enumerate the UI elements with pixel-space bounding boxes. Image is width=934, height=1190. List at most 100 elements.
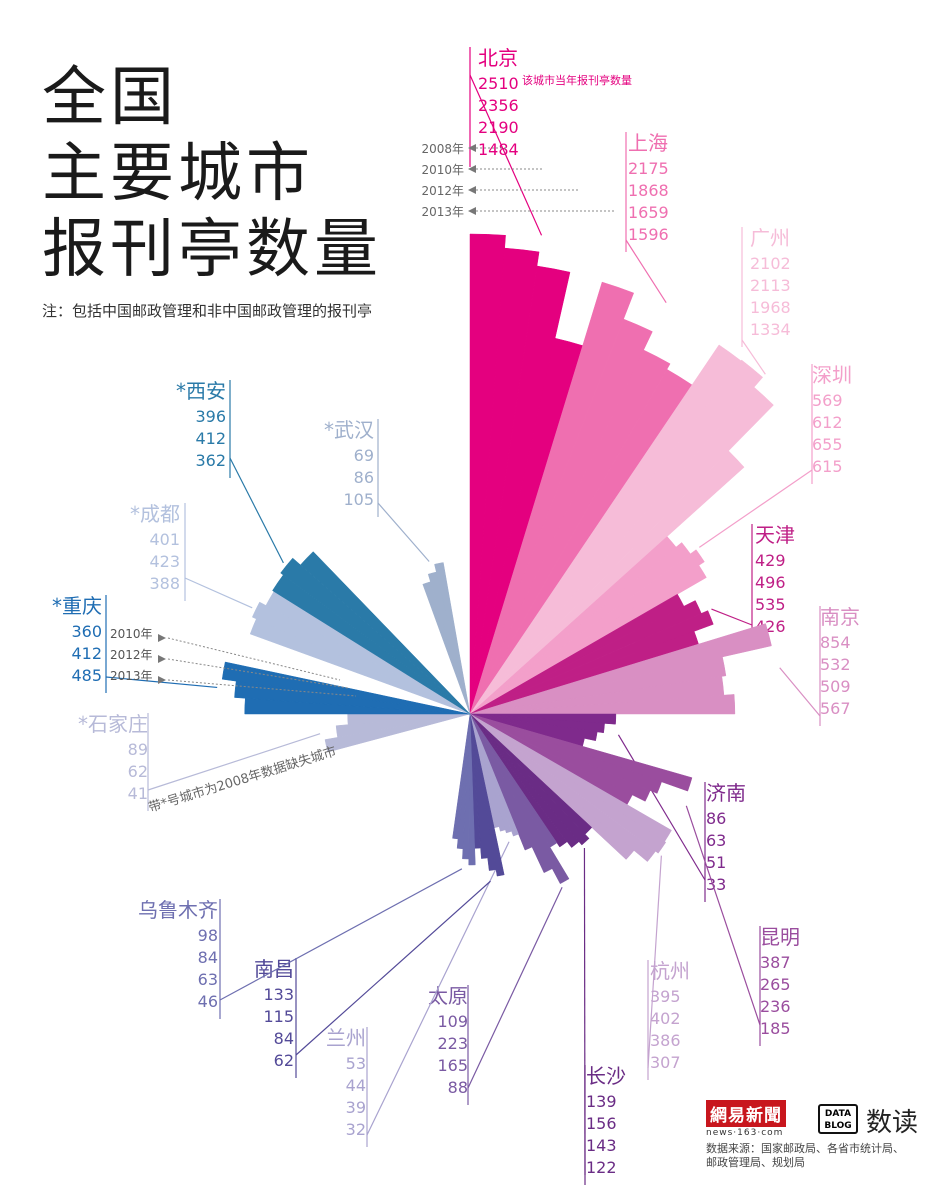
bar-nanjing-0 — [469, 623, 772, 715]
value-label-shanghai-3: 1596 — [628, 225, 669, 244]
year-label-bj-2: 2012年 — [421, 184, 464, 198]
value-label-shenzhen-2: 655 — [812, 435, 843, 454]
value-label-nanchang-2: 84 — [274, 1029, 294, 1048]
value-label-hangzhou-3: 307 — [650, 1053, 681, 1072]
value-label-nanjing-2: 509 — [820, 677, 851, 696]
value-label-tianjin-1: 496 — [755, 573, 786, 592]
value-label-tianjin-0: 429 — [755, 551, 786, 570]
city-sector-beijing — [469, 233, 583, 715]
value-label-xian-2: 362 — [195, 451, 226, 470]
value-label-xian-0: 396 — [195, 407, 226, 426]
value-label-chengdu-0: 401 — [149, 530, 180, 549]
leader-line-lanzhou — [366, 841, 510, 1136]
value-label-wuhan-0: 69 — [354, 446, 374, 465]
year-label-bj-3: 2013年 — [421, 205, 464, 219]
value-label-chongqing-0: 360 — [71, 622, 102, 641]
star-city-note: 带*号城市为2008年数据缺失城市 — [146, 743, 338, 815]
value-label-xian-1: 412 — [195, 429, 226, 448]
value-label-kunming-2: 236 — [760, 997, 791, 1016]
bar-kunming-2 — [469, 713, 651, 802]
value-label-shenzhen-1: 612 — [812, 413, 843, 432]
bar-wuhan-2 — [434, 562, 471, 715]
bar-kunming-1 — [469, 713, 662, 794]
value-label-beijing-1: 2356 — [478, 96, 519, 115]
value-label-changsha-0: 139 — [586, 1092, 617, 1111]
value-label-chongqing-1: 412 — [71, 644, 102, 663]
city-sector-shenzhen — [469, 536, 707, 715]
value-label-urumqi-0: 98 — [198, 926, 218, 945]
city-sector-urumqi — [452, 713, 476, 866]
bar-shijiazhuang-0 — [324, 713, 471, 753]
value-label-jinan-1: 63 — [706, 831, 726, 850]
bar-nanchang-1 — [469, 713, 497, 871]
legend-unit-note: 该城市当年报刊亭数量 — [522, 73, 632, 87]
value-label-tianjin-2: 535 — [755, 595, 786, 614]
year-arrow-bj-1 — [468, 165, 476, 173]
city-label-urumqi: 乌鲁木齐 — [138, 898, 218, 922]
bar-changsha-3 — [469, 713, 568, 848]
value-label-hangzhou-1: 402 — [650, 1009, 681, 1028]
value-label-shenzhen-0: 569 — [812, 391, 843, 410]
title-block: 全国 主要城市 报刊亭数量 — [42, 60, 382, 288]
city-sector-shijiazhuang — [324, 713, 471, 753]
value-label-jinan-0: 86 — [706, 809, 726, 828]
year-dash-cq-0 — [167, 637, 341, 681]
leader-line-guangzhou — [741, 339, 766, 375]
bar-changsha-2 — [469, 713, 580, 848]
city-label-wuhan: *武汉 — [324, 418, 374, 442]
city-label-jinan: 济南 — [706, 781, 746, 805]
city-sector-changsha — [469, 713, 593, 848]
city-sector-nanjing — [469, 623, 772, 715]
city-label-shanghai: 上海 — [628, 131, 668, 155]
bar-beijing-2 — [469, 265, 571, 715]
bar-nanjing-1 — [469, 656, 727, 715]
city-label-shijiazhuang: *石家庄 — [78, 712, 148, 736]
value-label-nanjing-0: 854 — [820, 633, 851, 652]
value-label-nanchang-0: 133 — [263, 985, 294, 1004]
city-label-shenzhen: 深圳 — [812, 363, 852, 387]
city-sector-kunming — [469, 713, 693, 806]
bar-shanghai-2 — [469, 349, 671, 715]
leader-line-tianjin — [711, 608, 753, 626]
leader-line-shijiazhuang — [147, 733, 321, 791]
year-label-cq-1: 2012年 — [110, 648, 153, 662]
city-label-hangzhou: 杭州 — [650, 959, 690, 983]
title-line-1: 全国 — [42, 61, 178, 135]
value-label-changsha-1: 156 — [586, 1114, 617, 1133]
bar-taiyuan-2 — [469, 713, 553, 874]
year-arrow-cq-2 — [158, 676, 166, 684]
value-label-kunming-1: 265 — [760, 975, 791, 994]
bar-lanzhou-1 — [469, 713, 512, 834]
year-label-cq-0: 2010年 — [110, 627, 153, 641]
year-label-bj-0: 2008年 — [421, 142, 464, 156]
leader-line-hangzhou — [647, 855, 662, 1069]
value-label-nanchang-3: 62 — [274, 1051, 294, 1070]
leader-line-wuhan — [377, 502, 430, 562]
value-label-shanghai-0: 2175 — [628, 159, 669, 178]
value-label-shenzhen-3: 615 — [812, 457, 843, 476]
bar-kunming-0 — [469, 713, 693, 792]
value-label-lanzhou-2: 39 — [346, 1098, 366, 1117]
bar-guangzhou-2 — [469, 386, 774, 715]
bar-hangzhou-2 — [469, 713, 656, 862]
value-label-guangzhou-0: 2102 — [750, 254, 791, 273]
value-label-hangzhou-2: 386 — [650, 1031, 681, 1050]
value-label-beijing-2: 2190 — [478, 118, 519, 137]
data-source: 数据来源：国家邮政局、各省市统计局、 邮政管理局、规划局 — [706, 1142, 926, 1170]
title-line-2: 主要城市 — [42, 137, 314, 211]
value-label-wuhan-1: 86 — [354, 468, 374, 487]
leader-line-chongqing — [105, 676, 218, 689]
bar-xian-1 — [280, 557, 471, 715]
leader-line-nanjing — [779, 667, 821, 717]
bar-nanjing-3 — [469, 694, 736, 715]
value-label-lanzhou-0: 53 — [346, 1054, 366, 1073]
value-label-jinan-2: 51 — [706, 853, 726, 872]
value-label-taiyuan-1: 223 — [437, 1034, 468, 1053]
city-sector-tianjin — [469, 593, 714, 715]
city-label-nanchang: 南昌 — [254, 957, 294, 981]
city-label-guangzhou: 广州 — [750, 226, 790, 250]
value-label-guangzhou-2: 1968 — [750, 298, 791, 317]
year-arrow-bj-0 — [468, 144, 476, 152]
city-label-tianjin: 天津 — [755, 523, 795, 547]
value-label-shijiazhuang-2: 41 — [128, 784, 148, 803]
